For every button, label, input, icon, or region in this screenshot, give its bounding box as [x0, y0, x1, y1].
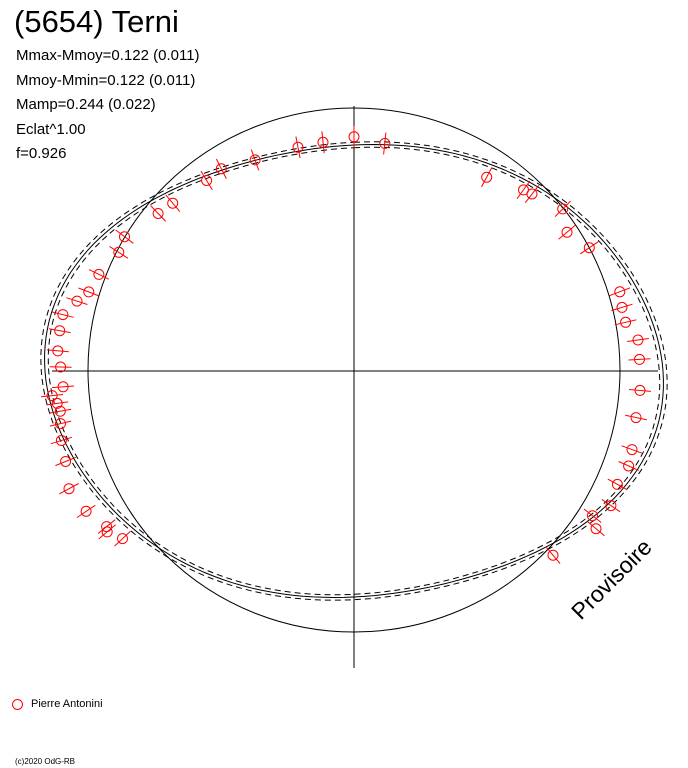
data-point	[59, 483, 79, 495]
data-point	[628, 353, 651, 365]
data-point	[46, 345, 69, 357]
data-points	[41, 125, 652, 564]
stat-line-mmax-mmoy: Mmax-Mmoy=0.122 (0.011)	[16, 47, 200, 64]
data-point	[48, 325, 71, 337]
data-point	[618, 460, 639, 472]
data-point	[601, 498, 621, 513]
data-point	[165, 194, 181, 212]
data-point	[98, 524, 116, 540]
stat-line-mamp: Mamp=0.244 (0.022)	[16, 96, 156, 114]
lower-bound-curve	[47, 146, 661, 596]
stat-line-mmoy-mmin: Mmoy-Mmin=0.122 (0.011)	[16, 71, 196, 89]
data-point	[587, 521, 605, 537]
data-point	[625, 412, 647, 424]
stat-line-eclat: Eclat^1.00	[16, 120, 86, 138]
data-point	[66, 295, 88, 307]
data-point	[76, 504, 96, 518]
data-point	[611, 301, 633, 313]
data-point	[78, 286, 100, 298]
legend: Pierre Antonini	[12, 697, 103, 711]
data-point	[200, 170, 213, 191]
data-point	[115, 229, 134, 244]
data-point	[583, 508, 602, 523]
data-point	[41, 390, 64, 402]
data-point	[150, 205, 167, 222]
data-point	[46, 397, 69, 409]
data-point	[545, 546, 561, 564]
stats-block: Mmax-Mmoy=0.122 (0.011) Mmoy-Mmin=0.122 …	[16, 44, 200, 167]
data-point	[317, 131, 329, 154]
reference-circle	[87, 107, 621, 633]
chart-title: (5654) Terni	[14, 4, 179, 39]
data-point	[607, 478, 628, 491]
data-point	[524, 184, 540, 204]
data-point	[579, 241, 599, 255]
legend-label: Pierre Antonini	[31, 698, 103, 710]
data-point	[609, 286, 631, 298]
data-point	[554, 200, 571, 218]
data-point	[379, 132, 391, 155]
data-point	[109, 245, 129, 259]
data-point	[621, 444, 643, 456]
data-point	[215, 158, 227, 179]
data-point	[55, 456, 76, 467]
data-point	[49, 361, 72, 373]
data-point	[249, 149, 261, 171]
copyright: (c)2020 OdG-RB	[15, 757, 76, 766]
data-point	[49, 418, 72, 430]
data-point	[614, 316, 637, 328]
data-point	[52, 381, 75, 393]
fitted-curve	[44, 143, 664, 599]
data-point	[52, 309, 74, 321]
data-point	[628, 384, 652, 396]
data-point	[50, 435, 73, 446]
data-point	[114, 530, 131, 547]
model-curves	[40, 107, 668, 633]
data-point	[348, 125, 360, 148]
legend-marker-icon	[12, 698, 23, 710]
data-point	[88, 268, 110, 280]
data-point	[481, 167, 493, 188]
stat-line-f: f=0.926	[16, 145, 67, 163]
data-point	[627, 334, 649, 346]
data-point	[49, 405, 72, 417]
data-point	[292, 136, 304, 159]
data-point	[558, 224, 576, 240]
